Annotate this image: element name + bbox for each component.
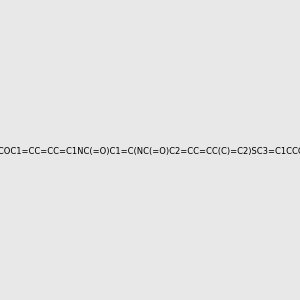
Text: CCOC1=CC=CC=C1NC(=O)C1=C(NC(=O)C2=CC=CC(C)=C2)SC3=C1CCCC3: CCOC1=CC=CC=C1NC(=O)C1=C(NC(=O)C2=CC=CC(… xyxy=(0,147,300,156)
